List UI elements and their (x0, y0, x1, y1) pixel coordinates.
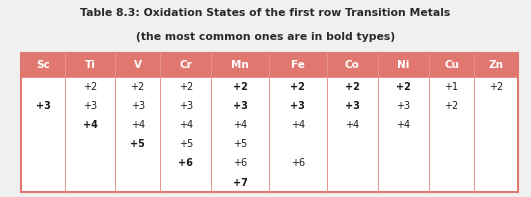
Text: +6: +6 (290, 158, 305, 168)
Text: +2: +2 (345, 82, 359, 92)
Text: +4: +4 (131, 120, 144, 130)
Text: +1: +1 (444, 82, 459, 92)
Text: +2: +2 (131, 82, 145, 92)
Text: +4: +4 (290, 120, 305, 130)
Text: +4: +4 (233, 120, 247, 130)
Text: Sc: Sc (36, 60, 50, 70)
Text: +3: +3 (131, 101, 144, 111)
Text: +2: +2 (396, 82, 411, 92)
Text: Ni: Ni (397, 60, 410, 70)
Text: +2: +2 (489, 82, 503, 92)
Text: Mn: Mn (231, 60, 249, 70)
Text: +4: +4 (83, 120, 98, 130)
Text: +4: +4 (345, 120, 359, 130)
Text: +6: +6 (178, 158, 193, 168)
Text: +2: +2 (83, 82, 97, 92)
Bar (21, 77, 518, 192)
Text: +2: +2 (178, 82, 193, 92)
Bar (21, 53, 518, 77)
Text: Fe: Fe (291, 60, 305, 70)
Text: V: V (134, 60, 142, 70)
Text: +3: +3 (290, 101, 305, 111)
Text: +5: +5 (233, 139, 247, 149)
Text: Cu: Cu (444, 60, 459, 70)
Text: Table 8.3: Oxidation States of the first row Transition Metals: Table 8.3: Oxidation States of the first… (80, 8, 451, 18)
Text: +7: +7 (233, 177, 247, 188)
Text: +5: +5 (178, 139, 193, 149)
Text: +5: +5 (130, 139, 145, 149)
Text: (the most common ones are in bold types): (the most common ones are in bold types) (136, 32, 395, 42)
Text: +3: +3 (397, 101, 410, 111)
Text: +2: +2 (233, 82, 247, 92)
Text: Ti: Ti (84, 60, 96, 70)
Text: +4: +4 (397, 120, 410, 130)
Text: +3: +3 (83, 101, 97, 111)
Text: +3: +3 (178, 101, 193, 111)
Text: +3: +3 (233, 101, 247, 111)
Text: +2: +2 (444, 101, 459, 111)
Text: +2: +2 (290, 82, 305, 92)
Text: Co: Co (345, 60, 359, 70)
Text: +4: +4 (178, 120, 193, 130)
Text: Cr: Cr (179, 60, 192, 70)
Text: +3: +3 (36, 101, 50, 111)
Bar (21, 53, 518, 192)
Text: Zn: Zn (489, 60, 503, 70)
Text: +6: +6 (233, 158, 247, 168)
Text: +3: +3 (345, 101, 359, 111)
